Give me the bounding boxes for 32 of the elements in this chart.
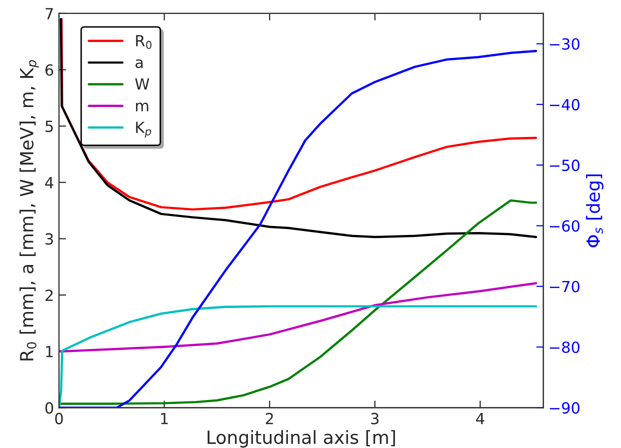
legend-label: m: [136, 102, 148, 112]
legend-label: K$_{p}$: [136, 122, 152, 138]
legend-label: a: [136, 59, 143, 68]
x-tick-label: 2: [266, 412, 273, 424]
legend-label: W: [135, 78, 150, 90]
y-tick-label: 2: [46, 290, 53, 301]
x-tick-label: 3: [371, 412, 379, 424]
y-tick-label: 1: [46, 346, 53, 358]
line-series: [58, 305, 538, 408]
x-axis-title: Longitudinal axis [m]: [208, 430, 395, 448]
y-tick-label: 0: [45, 402, 54, 414]
x-tick-label: 1: [161, 413, 168, 424]
y2-axis-title: Φ$_{s}$ [deg]: [586, 174, 604, 248]
y-axis-title: R$_{0}$ [mm], a [mm], W [MeV], m, K$_{p}$: [20, 60, 39, 360]
y2-tick-label: −80: [550, 341, 580, 354]
y2-tick-label: −60: [550, 220, 580, 232]
y2-tick-label: −90: [550, 402, 580, 414]
line-series: [58, 282, 538, 352]
x-tick-label: 4: [476, 413, 484, 424]
y2-tick-label: −40: [550, 98, 580, 110]
y-tick-label: 7: [46, 8, 53, 20]
y-tick-label: 3: [46, 233, 53, 245]
legend-label: R$_{0}$: [136, 35, 152, 49]
line-series: [58, 199, 538, 405]
x-tick-label: 0: [55, 412, 63, 424]
y2-tick-label: −70: [550, 280, 580, 292]
y-tick-label: 6: [45, 64, 54, 76]
y-tick-label: 4: [45, 177, 54, 188]
line-series: [58, 50, 538, 408]
y2-tick-label: −50: [550, 160, 580, 172]
y2-tick-label: −30: [550, 38, 580, 50]
y-tick-label: 5: [46, 120, 53, 132]
